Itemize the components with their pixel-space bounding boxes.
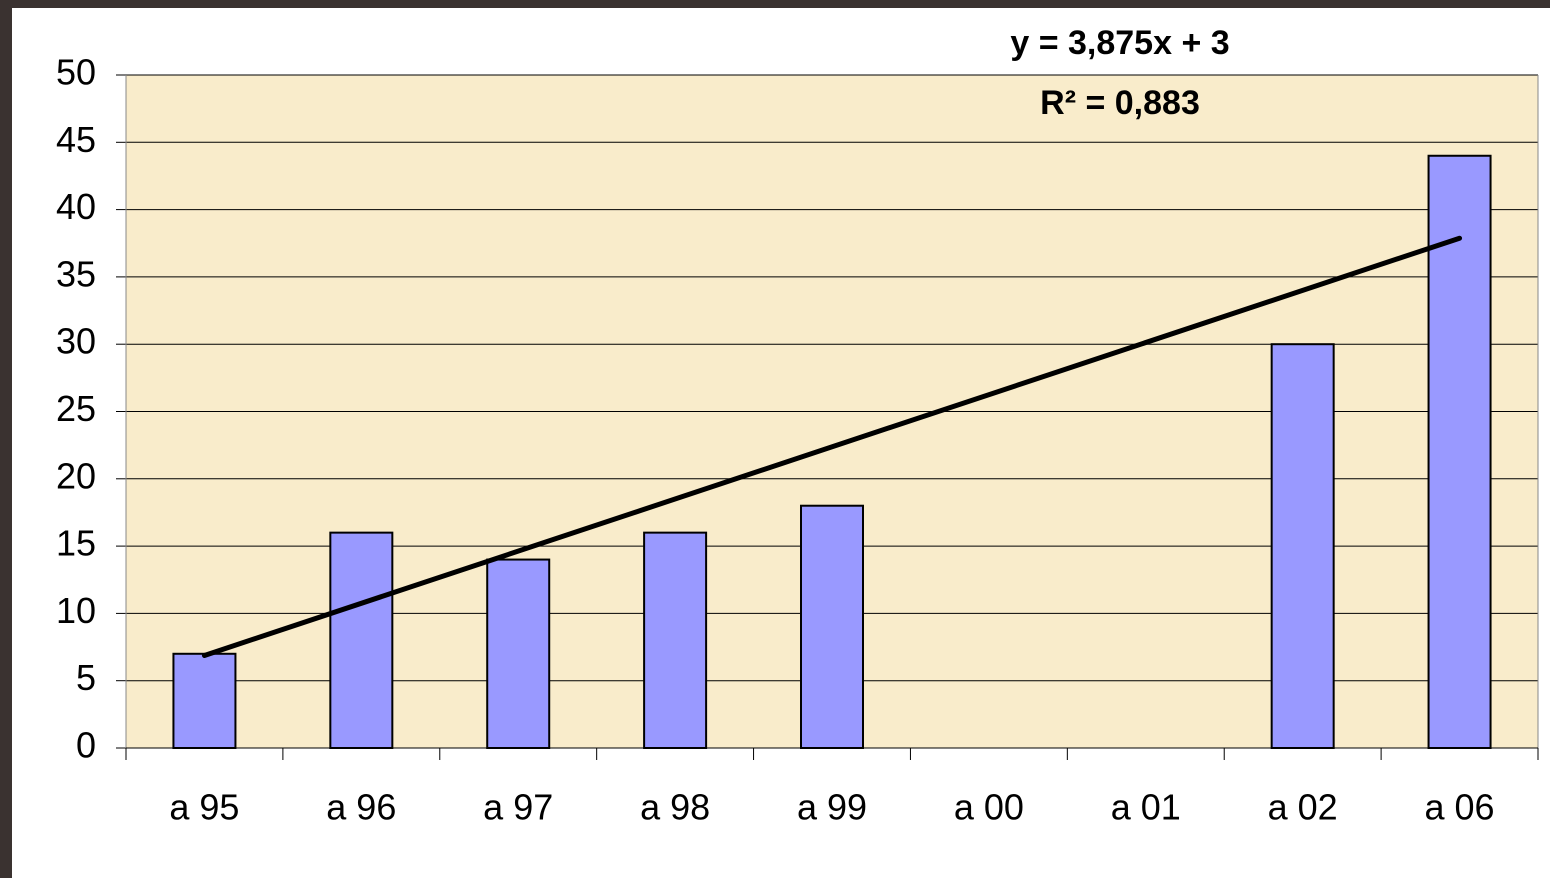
y-tick-label: 0 (76, 725, 96, 766)
x-tick-label: a 96 (326, 787, 396, 828)
x-tick-label: a 95 (169, 787, 239, 828)
bar (329, 531, 394, 750)
y-tick-label: 20 (56, 455, 96, 496)
trendline (201, 235, 1463, 658)
y-tick-label: 40 (56, 186, 96, 227)
bar (800, 504, 864, 749)
x-tick-label: a 98 (640, 787, 710, 828)
bar (172, 652, 237, 750)
y-tick-label: 25 (56, 388, 96, 429)
x-tick-label: a 02 (1268, 787, 1338, 828)
x-tick-label: a 06 (1425, 787, 1495, 828)
bar (1427, 154, 1492, 749)
y-tick-label: 30 (56, 321, 96, 362)
y-tick-label: 45 (56, 119, 96, 160)
x-tick-label: a 00 (954, 787, 1024, 828)
x-tick-label: a 99 (797, 787, 867, 828)
bar (643, 531, 708, 750)
y-tick-label: 35 (56, 253, 96, 294)
x-tick-label: a 97 (483, 787, 553, 828)
bar (1270, 343, 1335, 749)
bar (486, 558, 551, 749)
y-tick-label: 10 (56, 590, 96, 631)
y-tick-label: 5 (76, 657, 96, 698)
trendline-equation: y = 3,875x + 3 (1010, 24, 1229, 62)
y-tick-label: 50 (56, 52, 96, 93)
x-tick-label: a 01 (1111, 787, 1181, 828)
trendline-r2: R² = 0,883 (1040, 84, 1200, 122)
y-tick-label: 15 (56, 523, 96, 564)
